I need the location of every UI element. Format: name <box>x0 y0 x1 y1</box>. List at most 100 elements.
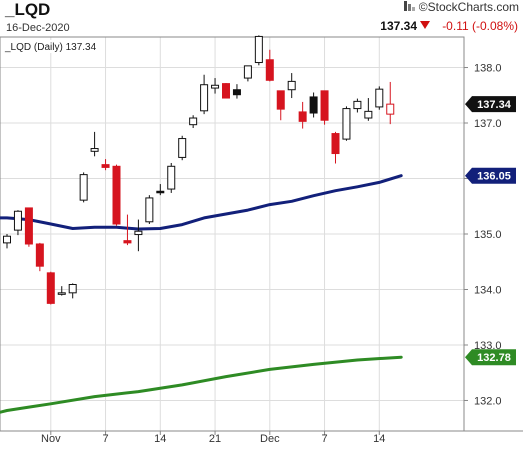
candle-body <box>46 272 55 304</box>
x-tick-label: Dec <box>260 433 280 445</box>
candle-body <box>178 138 187 158</box>
last-price-tag-box <box>465 96 516 113</box>
candle <box>57 286 66 296</box>
candle-body <box>13 210 22 231</box>
candle-body <box>112 165 121 225</box>
y-tick-label: 135.0 <box>474 229 502 241</box>
last-price-tag: 137.34 <box>465 96 516 113</box>
candle-body <box>134 230 143 236</box>
candle <box>211 78 220 94</box>
candle <box>320 90 329 125</box>
candle-body <box>57 292 66 295</box>
candle-body <box>123 240 132 244</box>
candle-body <box>386 103 395 115</box>
chart-date: 16-Dec-2020 <box>6 22 70 34</box>
ma50-tag-label: 136.05 <box>477 171 511 183</box>
candle <box>200 74 209 115</box>
candle-body <box>276 90 285 110</box>
candle-body <box>24 207 33 245</box>
ma200-tag: 132.78 <box>465 349 516 366</box>
candle <box>309 92 318 118</box>
candle <box>276 90 285 121</box>
ma50-line <box>0 174 403 231</box>
candle <box>35 242 44 272</box>
x-tick-label: 7 <box>321 433 327 445</box>
stockcharts-logo-icon <box>404 1 415 11</box>
candle-body <box>375 88 384 108</box>
x-tick-label: 14 <box>373 433 385 445</box>
candle-body <box>298 111 307 122</box>
y-tick-label: 138.0 <box>474 63 502 75</box>
candle <box>167 162 176 193</box>
candle <box>331 131 340 164</box>
candle <box>265 49 274 82</box>
candle <box>342 106 351 141</box>
last-price-tag-label: 137.34 <box>477 99 512 111</box>
x-axis: Nov 7 14 21 Dec 7 14 <box>41 431 385 445</box>
candle <box>123 214 132 246</box>
last-price: 137.34 <box>380 19 417 33</box>
y-tick-label: 132.0 <box>474 395 502 407</box>
candle <box>243 65 252 82</box>
candle <box>90 131 99 157</box>
candle-body <box>232 89 241 96</box>
y-tick-label: 137.0 <box>474 118 502 130</box>
candle-body <box>79 174 88 201</box>
candle-body <box>320 90 329 121</box>
ma50-series <box>0 174 403 231</box>
candle <box>254 35 263 66</box>
candle-body <box>90 148 99 152</box>
candle-body <box>189 117 198 126</box>
y-tick-label: 133.0 <box>474 340 502 352</box>
ma200-tag-label: 132.78 <box>477 352 511 364</box>
candle <box>156 184 165 196</box>
candlestick-series <box>3 35 395 305</box>
x-tick-label: 7 <box>102 433 108 445</box>
candle-body <box>254 35 263 64</box>
candle-body <box>101 164 110 168</box>
candle <box>178 135 187 161</box>
candle <box>24 207 33 247</box>
candle-body <box>364 110 373 119</box>
candle-body <box>309 96 318 114</box>
candle <box>145 195 154 225</box>
chart-symbol: _LQD <box>4 0 50 19</box>
x-tick-label: 21 <box>209 433 221 445</box>
candle <box>287 73 296 99</box>
candle-body <box>200 84 209 112</box>
candle <box>112 164 121 226</box>
candle <box>79 172 88 203</box>
candle <box>189 115 198 129</box>
ma50-tag-box <box>465 167 516 184</box>
candle <box>46 271 55 305</box>
brand-logo[interactable]: ©StockCharts.com <box>404 0 519 14</box>
candle <box>353 98 362 113</box>
candle-body <box>331 133 340 155</box>
candle-body <box>3 235 11 244</box>
brand-text: ©StockCharts.com <box>419 0 519 14</box>
ma200-series <box>0 355 403 414</box>
down-arrow-icon <box>420 21 430 29</box>
candle <box>232 84 241 99</box>
candle-body <box>35 243 44 267</box>
candle-body <box>222 83 230 99</box>
candle-body <box>68 283 77 294</box>
chart-legend: _LQD (Daily) 137.34 <box>3 40 103 53</box>
candle <box>222 83 230 99</box>
candle <box>3 234 11 249</box>
candle-body <box>167 165 176 190</box>
candle-body <box>156 190 165 194</box>
candle-body <box>265 59 274 81</box>
legend-text: _LQD (Daily) 137.34 <box>4 42 97 53</box>
candle <box>101 159 110 171</box>
price-change: -0.11 (-0.08%) <box>442 19 518 33</box>
candle <box>375 86 384 110</box>
x-tick-label: 14 <box>154 433 166 445</box>
y-tick-label: 134.0 <box>474 284 502 296</box>
candle-body <box>287 80 296 91</box>
price-tags: 137.34 136.05 132.78 <box>465 96 516 366</box>
candle <box>68 283 77 299</box>
ma200-tag-box <box>465 349 516 366</box>
candle-body <box>353 100 362 110</box>
